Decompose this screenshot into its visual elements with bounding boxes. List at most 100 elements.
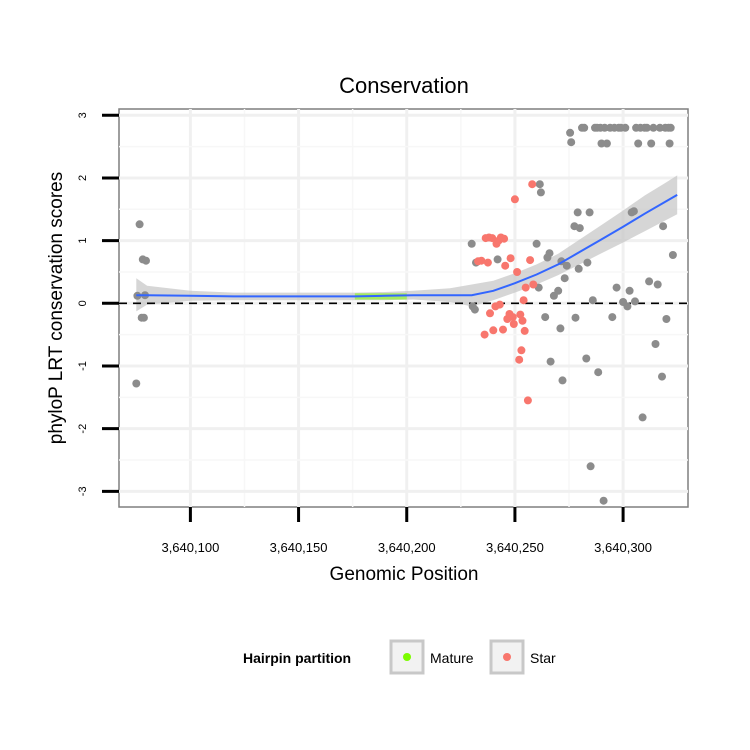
data-point-other [532, 239, 541, 248]
legend: Hairpin partition Mature Star [243, 639, 556, 675]
data-point-star [483, 258, 492, 267]
y-tick-label: -1 [77, 361, 89, 371]
data-point-other [666, 123, 675, 132]
data-points [132, 123, 677, 505]
legend-label-star: Star [530, 650, 556, 666]
data-point-other [642, 123, 651, 132]
data-point-other [651, 340, 660, 348]
data-point-other [645, 277, 654, 286]
data-point-other [535, 180, 544, 189]
data-point-other [536, 188, 545, 197]
data-point-other [139, 313, 148, 322]
data-point-other [585, 208, 594, 217]
data-point-star [501, 261, 510, 270]
data-point-star [513, 268, 522, 276]
data-point-other [668, 251, 677, 259]
x-tick-label: 3,640,250 [486, 540, 544, 555]
data-point-other [599, 496, 608, 505]
data-point-other [623, 302, 632, 311]
data-point-other [638, 413, 647, 422]
data-point-other [602, 139, 611, 148]
legend-swatch-mature [403, 653, 411, 661]
data-point-other [631, 297, 639, 306]
data-point-star [488, 234, 497, 243]
data-point-star [515, 355, 524, 364]
data-point-star [480, 330, 489, 339]
x-tick-label: 3,640,100 [161, 540, 219, 555]
data-point-other [659, 222, 668, 231]
y-tick-label: 3 [77, 112, 89, 118]
data-point-other [132, 379, 141, 388]
y-tick-label: 2 [77, 175, 89, 181]
data-point-other [608, 313, 617, 322]
smooth-line [136, 194, 678, 298]
data-point-other [586, 462, 595, 471]
data-point-other [662, 315, 671, 323]
data-point-star [477, 256, 486, 265]
legend-swatch-star [503, 653, 511, 661]
data-point-star [500, 234, 509, 243]
data-point-other [625, 286, 634, 295]
data-point-other [629, 207, 638, 216]
data-point-star [486, 309, 494, 318]
data-point-other [545, 249, 554, 258]
data-point-other [649, 123, 658, 132]
data-point-other [658, 372, 666, 381]
x-tick-label: 3,640,300 [594, 540, 652, 555]
data-point-other [588, 296, 597, 305]
data-point-star [517, 346, 526, 355]
data-point-star [509, 320, 518, 328]
loess-fit-line [136, 194, 678, 298]
data-point-star [529, 280, 538, 289]
data-point-star [489, 326, 498, 335]
data-point-other [467, 239, 476, 248]
x-tick-label: 3,640,200 [378, 540, 436, 555]
data-point-star [495, 300, 504, 309]
data-point-other [574, 264, 583, 273]
data-point-other [546, 357, 555, 366]
data-point-other [634, 139, 643, 148]
data-point-other [142, 256, 150, 265]
data-point-other [558, 376, 567, 385]
data-point-star [499, 325, 507, 334]
data-point-other [621, 123, 630, 132]
data-point-star [510, 195, 519, 204]
confidence-band [136, 175, 678, 312]
data-point-other [493, 255, 502, 264]
data-point-star [518, 316, 527, 325]
y-tick-label: 0 [77, 300, 89, 306]
y-tick-label: 1 [77, 238, 89, 244]
data-point-star [516, 310, 525, 319]
data-point-other [135, 220, 144, 229]
y-axis-label: phyloP LRT conservation scores [46, 172, 67, 445]
data-point-star [526, 256, 535, 265]
data-point-other [653, 280, 662, 289]
data-point-other [571, 313, 580, 322]
data-point-star [521, 283, 530, 292]
data-point-star [508, 313, 517, 322]
legend-title: Hairpin partition [243, 650, 351, 666]
data-point-other [566, 128, 575, 137]
data-point-star [520, 326, 529, 335]
data-point-other [562, 261, 571, 270]
data-point-other [470, 305, 479, 314]
data-point-other [647, 139, 656, 148]
plot-panel [118, 108, 689, 508]
chart-title: Conservation [339, 73, 469, 98]
data-point-other [567, 138, 576, 147]
legend-label-mature: Mature [430, 650, 474, 666]
data-point-other [541, 313, 550, 322]
data-point-star [519, 296, 528, 305]
y-tick-label: -2 [77, 424, 89, 434]
data-point-other [582, 354, 591, 363]
data-point-other [594, 368, 603, 377]
data-point-other [612, 283, 621, 292]
y-tick-label: -3 [77, 486, 89, 496]
data-point-star [528, 180, 537, 189]
data-point-star [506, 254, 515, 263]
data-point-other [580, 123, 589, 132]
x-tick-label: 3,640,150 [270, 540, 328, 555]
data-point-other [554, 286, 563, 295]
data-point-other [560, 274, 569, 283]
